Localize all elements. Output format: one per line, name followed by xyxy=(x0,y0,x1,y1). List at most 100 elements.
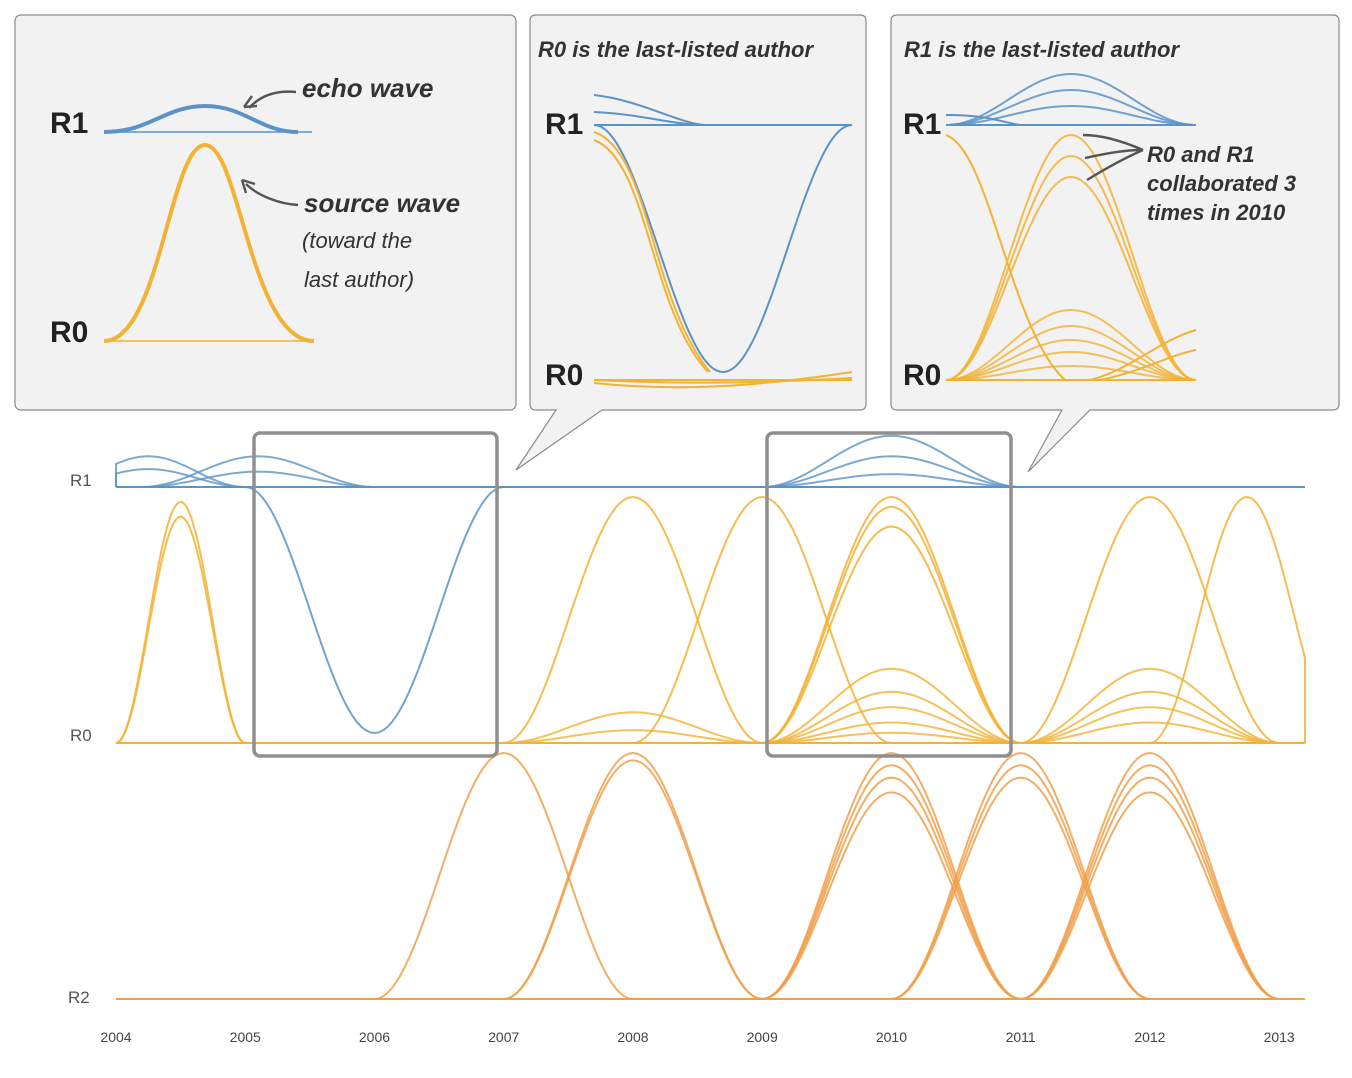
echo-wave-1-1 xyxy=(141,470,375,488)
zoom1-r0-descent-2 xyxy=(593,139,709,373)
zoom2-source-wave-1 xyxy=(945,154,1197,381)
zoom1-r1-label: R1 xyxy=(545,108,583,141)
echo-wave-4-2 xyxy=(1020,706,1280,744)
source-wave-10-1 xyxy=(891,764,1151,1000)
source-arrow-icon xyxy=(245,183,299,207)
collab-arrow-3-icon xyxy=(1086,148,1144,182)
x-tick-2009: 2009 xyxy=(747,1029,778,1045)
zoom2-r1-tail xyxy=(945,114,1021,126)
source-wave-9-1 xyxy=(762,764,1021,1000)
source-wave-11-2 xyxy=(1020,776,1280,1000)
source-wave-3-1 xyxy=(762,505,1021,744)
source-wave-0-0 xyxy=(115,515,246,744)
source-wave-4-0 xyxy=(1020,495,1280,744)
source-wave-10-2 xyxy=(891,776,1151,1000)
zoom2-r0-echo-1 xyxy=(945,324,1197,381)
x-tick-2012: 2012 xyxy=(1134,1029,1165,1045)
echo-arrow-icon xyxy=(248,90,297,109)
zoom2-outgoing-wave-1 xyxy=(1089,329,1197,381)
x-tick-2008: 2008 xyxy=(617,1029,648,1045)
echo-wave-3-1 xyxy=(762,690,1021,744)
source-wave-6-0 xyxy=(632,495,892,744)
zoom2-r0-echo-2 xyxy=(945,338,1197,381)
source-wave-11-1 xyxy=(1020,764,1280,1000)
source-wave-3-2 xyxy=(762,525,1021,744)
zoom2-curves xyxy=(945,72,1197,381)
zoom2-echo-wave-2 xyxy=(945,104,1197,126)
x-tick-2006: 2006 xyxy=(359,1029,390,1045)
r1-last-author-panel: R1 is the last-listed author R1 R0 R0 an… xyxy=(890,14,1340,473)
source-wave-8-0 xyxy=(503,751,763,1000)
legend-panel: R1 R0 echo wave source wave (toward the … xyxy=(14,14,517,411)
highlight-box-2005-2007 xyxy=(252,431,499,758)
x-tick-2010: 2010 xyxy=(876,1029,907,1045)
zoom1-r0-echo-2 xyxy=(593,377,853,384)
highlight-box-2009-2011 xyxy=(765,431,1013,758)
source-wave-note-line1: (toward the xyxy=(302,228,412,253)
zoom1-r0-descent-1 xyxy=(593,131,711,373)
echo-wave-3-2 xyxy=(762,706,1021,744)
collab-arrow-2-icon xyxy=(1084,148,1144,160)
r0-last-author-callout xyxy=(515,14,867,471)
main-curves xyxy=(115,434,1306,1000)
source-arrowhead-icon xyxy=(240,178,256,194)
source-wave-9-2 xyxy=(762,776,1021,1000)
legend-r1-label: R1 xyxy=(50,107,88,140)
echo-wave-0-1 xyxy=(115,468,246,488)
legend-r0-label: R0 xyxy=(50,316,88,349)
x-tick-2011: 2011 xyxy=(1006,1029,1036,1045)
r1-last-author-callout xyxy=(890,14,1340,473)
zoom2-r0-echo-4 xyxy=(946,365,1196,381)
x-tick-2007: 2007 xyxy=(488,1029,519,1045)
zoom1-r0-echo-1 xyxy=(593,371,853,389)
echo-wave-3-4 xyxy=(762,731,1021,744)
echo-wave-label: echo wave xyxy=(302,73,434,103)
source-wave-2-0 xyxy=(503,495,763,744)
source-wave-note-line2: last author) xyxy=(304,267,414,292)
source-wave-3-0 xyxy=(762,495,1021,744)
echo-wave-4-1 xyxy=(1020,690,1280,744)
zoom1-r0-label: R0 xyxy=(545,359,583,392)
echo-wave-2-2 xyxy=(762,473,1021,488)
echo-wave-2-0 xyxy=(762,434,1021,488)
x-tick-2013: 2013 xyxy=(1264,1029,1295,1045)
zoom2-r0-echo-3 xyxy=(945,350,1197,381)
x-tick-2004: 2004 xyxy=(100,1029,131,1045)
source-wave-label: source wave xyxy=(304,188,460,218)
row-label-r2: R2 xyxy=(68,988,90,1007)
zoom2-source-wave-2 xyxy=(945,175,1197,381)
zoom2-r1-label: R1 xyxy=(903,108,941,141)
zoom2-source-wave-0 xyxy=(945,133,1197,381)
zoom2-outgoing-wave-2 xyxy=(1099,349,1197,381)
echo-wave-5-1 xyxy=(503,729,763,744)
echo-wave-4-3 xyxy=(1020,721,1280,744)
echo-wave-3-0 xyxy=(762,667,1021,744)
collab-note-line2: collaborated 3 xyxy=(1147,171,1296,196)
row-label-r1: R1 xyxy=(70,471,92,490)
zoom2-incoming-wave xyxy=(945,134,1066,381)
source-wave-7-0 xyxy=(374,751,634,1000)
echo-arrowhead-icon xyxy=(243,95,258,109)
echo-wave-2-1 xyxy=(762,455,1021,488)
x-tick-2005: 2005 xyxy=(230,1029,261,1045)
collab-note-line1: R0 and R1 xyxy=(1147,142,1255,167)
source-wave-9-0 xyxy=(762,751,1021,1000)
echo-wave-3-3 xyxy=(762,721,1021,744)
zoom1-curves xyxy=(593,94,853,389)
source-wave-0-1 xyxy=(115,500,246,744)
collaboration-arrows xyxy=(1082,133,1144,182)
row-label-r0: R0 xyxy=(70,726,92,745)
r0-last-author-panel: R0 is the last-listed author R1 R0 xyxy=(515,14,867,471)
echo-wave-5-0 xyxy=(503,711,763,744)
source-wave-11-0 xyxy=(1020,751,1280,1000)
x-axis-ticks: 2004 2005 2006 2007 2008 2009 2010 2011 2012 2013 xyxy=(100,1029,1295,1045)
source-wave-5-0 xyxy=(1149,495,1306,744)
zoom2-r0-label: R0 xyxy=(903,359,941,392)
source-wave-1-0 xyxy=(245,486,504,735)
r1-last-author-title: R1 is the last-listed author xyxy=(904,37,1180,62)
echo-wave-1-0 xyxy=(141,455,375,488)
legend-echo-wave xyxy=(103,103,299,134)
collab-arrow-1-icon xyxy=(1082,133,1144,152)
collab-note-line3: times in 2010 xyxy=(1147,200,1286,225)
